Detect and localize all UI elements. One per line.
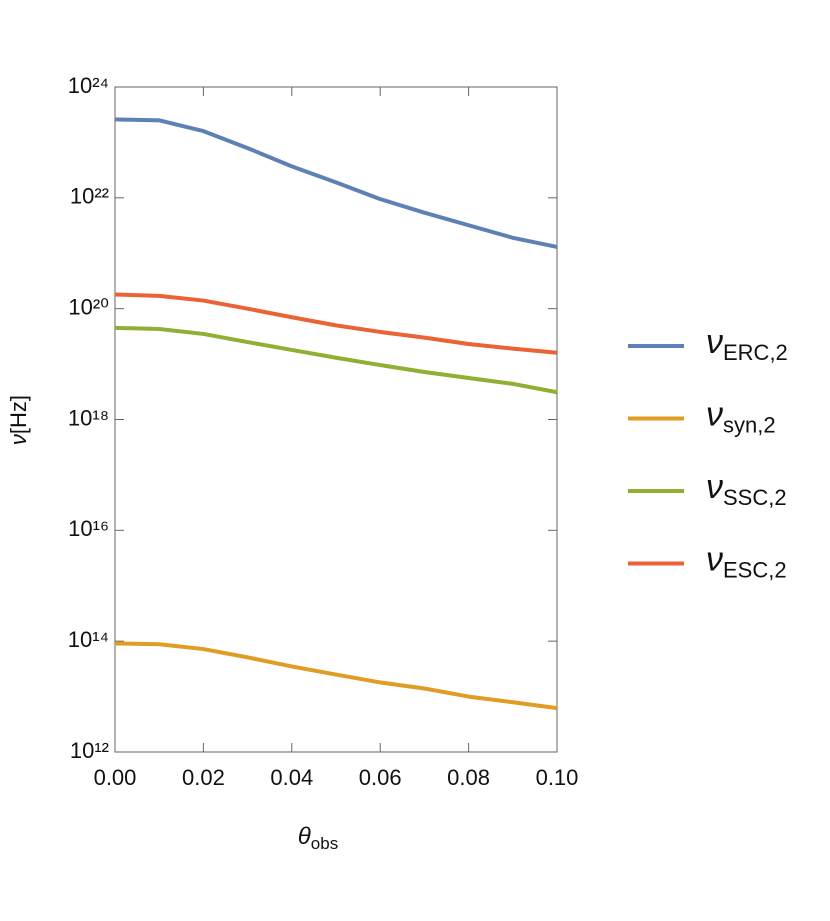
legend-subscript: ESC,2 (723, 557, 787, 582)
x-tick-label: 0.10 (536, 765, 579, 790)
series-line (114, 641, 558, 711)
series-line (114, 117, 558, 249)
x-tick-label: 0.04 (270, 765, 313, 790)
plot-frame (114, 86, 558, 753)
y-tick-label: 10²⁴ (68, 73, 109, 98)
legend-label: νSSC,2 (706, 468, 787, 510)
legend-name: ν (706, 540, 723, 578)
y-tick-label: 10¹⁴ (68, 627, 109, 652)
legend-name: ν (706, 323, 723, 361)
x-label-main: θ (298, 823, 311, 850)
y-tick-label: 10¹⁸ (68, 405, 109, 430)
legend-subscript: SSC,2 (723, 485, 787, 510)
x-axis-label: θobs (298, 823, 338, 853)
series-line (114, 292, 558, 355)
y-axis-label: ν[Hz] (6, 395, 31, 445)
y-tick-label: 10¹⁶ (68, 516, 109, 541)
x-label-sub: obs (311, 834, 338, 853)
x-tick-label: 0.00 (94, 765, 137, 790)
legend-label: νERC,2 (706, 323, 788, 365)
legend-subscript: ERC,2 (723, 340, 788, 365)
legend-name: ν (706, 395, 723, 433)
legend-label: νESC,2 (706, 540, 787, 582)
x-tick-label: 0.06 (359, 765, 402, 790)
y-label-main: ν (6, 434, 31, 445)
legend-label: νsyn,2 (706, 395, 776, 437)
legend-name: ν (706, 468, 723, 506)
x-tick-label: 0.08 (447, 765, 490, 790)
y-tick-label: 10²⁰ (68, 294, 109, 319)
y-tick-label: 10¹² (70, 738, 109, 763)
x-tick-label: 0.02 (182, 765, 225, 790)
series-line (114, 325, 558, 395)
y-label-unit: [Hz] (6, 395, 31, 434)
y-tick-label: 10²² (70, 184, 109, 209)
legend-subscript: syn,2 (723, 412, 776, 437)
